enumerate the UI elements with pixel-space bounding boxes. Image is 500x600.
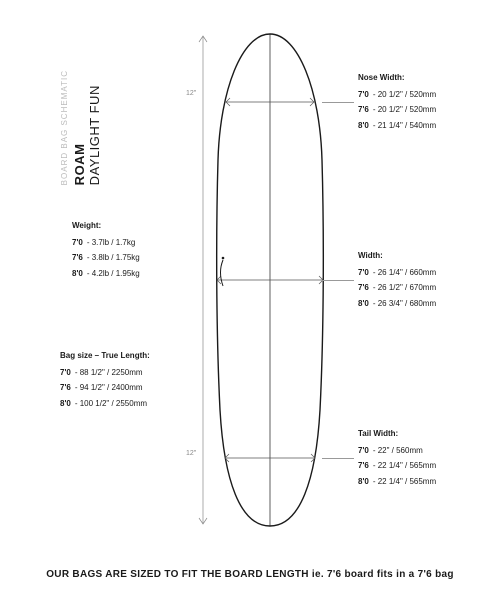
spec-row: 7'6- 20 1/2" / 520mm xyxy=(358,102,436,117)
spec-row: 7'0- 26 1/4" / 660mm xyxy=(358,265,436,280)
spec-weight: Weight: 7'0- 3.7lb / 1.7kg 7'6- 3.8lb / … xyxy=(72,218,140,281)
board-outline xyxy=(210,30,330,530)
footer-note: OUR BAGS ARE SIZED TO FIT THE BOARD LENG… xyxy=(0,569,500,580)
title-block: BOARD BAG SCHEMATIC ROAM DAYLIGHT FUN xyxy=(60,70,102,185)
spec-row: 7'6- 94 1/2" / 2400mm xyxy=(60,380,150,395)
leader-width xyxy=(322,280,354,281)
dim-nose-offset: 12" xyxy=(186,90,196,97)
spec-heading: Width: xyxy=(358,248,436,263)
spec-row: 7'6- 22 1/4" / 565mm xyxy=(358,458,436,473)
spec-tail-width: Tail Width: 7'0- 22" / 560mm 7'6- 22 1/4… xyxy=(358,426,436,489)
spec-row: 8'0- 100 1/2" / 2550mm xyxy=(60,396,150,411)
spec-row: 7'0- 22" / 560mm xyxy=(358,443,436,458)
spec-heading: Bag size – True Length: xyxy=(60,348,150,363)
leader-tail xyxy=(322,458,354,459)
dim-tail-offset: 12" xyxy=(186,450,196,457)
length-arrow xyxy=(196,30,210,530)
spec-row: 7'0- 3.7lb / 1.7kg xyxy=(72,235,140,250)
spec-heading: Weight: xyxy=(72,218,140,233)
title-model: DAYLIGHT FUN xyxy=(87,72,102,185)
spec-row: 8'0- 4.2lb / 1.95kg xyxy=(72,266,140,281)
spec-bag-size: Bag size – True Length: 7'0- 88 1/2" / 2… xyxy=(60,348,150,411)
spec-row: 7'6- 3.8lb / 1.75kg xyxy=(72,250,140,265)
spec-heading: Tail Width: xyxy=(358,426,436,441)
spec-width: Width: 7'0- 26 1/4" / 660mm 7'6- 26 1/2"… xyxy=(358,248,436,311)
spec-row: 8'0- 22 1/4" / 565mm xyxy=(358,474,436,489)
leader-nose xyxy=(322,102,354,103)
spec-nose-width: Nose Width: 7'0- 20 1/2" / 520mm 7'6- 20… xyxy=(358,70,436,133)
title-subtitle: BOARD BAG SCHEMATIC xyxy=(60,70,69,185)
spec-row: 7'0- 88 1/2" / 2250mm xyxy=(60,365,150,380)
title-brand: ROAM xyxy=(72,70,87,185)
schematic-canvas: BOARD BAG SCHEMATIC ROAM DAYLIGHT FUN xyxy=(0,30,500,550)
spec-row: 7'0- 20 1/2" / 520mm xyxy=(358,87,436,102)
spec-row: 8'0- 21 1/4" / 540mm xyxy=(358,118,436,133)
spec-row: 8'0- 26 3/4" / 680mm xyxy=(358,296,436,311)
spec-heading: Nose Width: xyxy=(358,70,436,85)
spec-row: 7'6- 26 1/2" / 670mm xyxy=(358,280,436,295)
